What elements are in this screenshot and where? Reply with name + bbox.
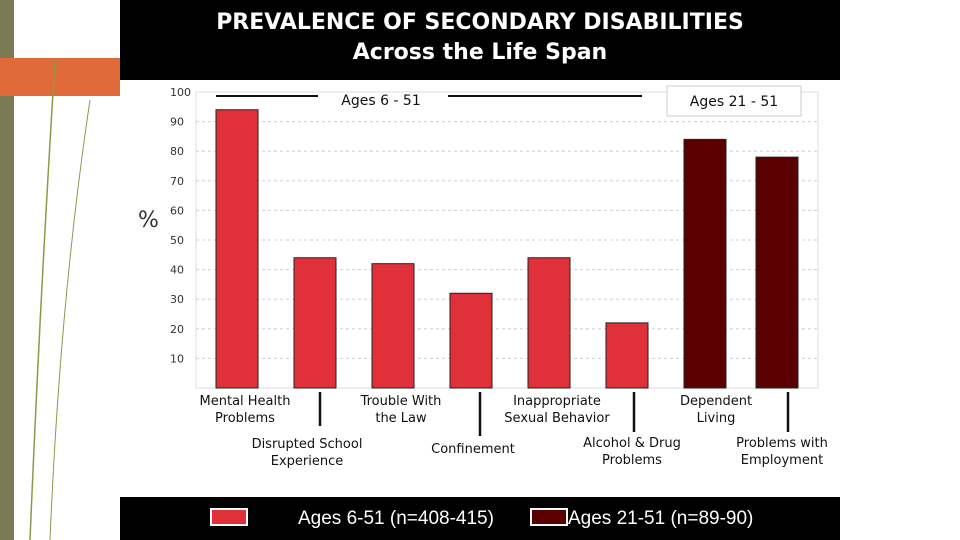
x-tick-label: Inappropriate Sexual Behavior bbox=[504, 394, 610, 426]
legend-swatch-ages-6-51 bbox=[210, 508, 248, 526]
x-tick-label-line: Inappropriate bbox=[513, 394, 601, 409]
decor-curve bbox=[29, 59, 56, 540]
x-tick-label-line: Mental Health bbox=[200, 394, 291, 409]
decor-curve bbox=[49, 99, 91, 540]
x-tick-label: Mental Health Problems bbox=[200, 394, 291, 426]
accent-bar bbox=[0, 58, 120, 96]
x-tick-label-line: Sexual Behavior bbox=[504, 411, 610, 426]
x-tick-label-line: Problems bbox=[602, 453, 662, 468]
x-tick-label: Alcohol & Drug Problems bbox=[583, 436, 681, 468]
x-tick-label: Problems with Employment bbox=[736, 436, 828, 468]
legend-swatch-ages-21-51 bbox=[530, 508, 568, 526]
y-tick-label: 10 bbox=[170, 352, 184, 365]
legend-label-ages-21-51: Ages 21-51 (n=89-90) bbox=[568, 508, 754, 529]
legend-label-ages-6-51: Ages 6-51 (n=408-415) bbox=[298, 508, 494, 529]
x-tick-label-line: Living bbox=[697, 411, 736, 426]
bar bbox=[755, 156, 799, 389]
x-tick-label-line: Alcohol & Drug bbox=[583, 436, 681, 451]
title-banner: PREVALENCE OF SECONDARY DISABILITIES Acr… bbox=[120, 0, 840, 80]
bar bbox=[449, 292, 493, 389]
y-tick-label: 60 bbox=[170, 204, 184, 217]
x-tick-label-line: Employment bbox=[741, 453, 823, 468]
bar bbox=[527, 257, 571, 389]
chart-subtitle: Across the Life Span bbox=[352, 40, 608, 65]
y-tick-label: 50 bbox=[170, 234, 184, 247]
bar bbox=[605, 322, 649, 389]
x-tick-label: Confinement bbox=[431, 442, 515, 457]
x-tick-label-line: Problems bbox=[215, 411, 275, 426]
left-decor-strip bbox=[0, 0, 14, 540]
x-tick-label-line: Problems with bbox=[736, 436, 828, 451]
y-tick-label: 40 bbox=[170, 264, 184, 277]
y-tick-label: 20 bbox=[170, 323, 184, 336]
x-tick-label-line: Dependent bbox=[680, 394, 752, 409]
x-tick-label: Trouble With the Law bbox=[360, 394, 442, 426]
y-tick-label: 100 bbox=[170, 86, 191, 99]
x-tick-label: Dependent Living bbox=[680, 394, 752, 426]
span-label-ages-6-51: Ages 6 - 51 bbox=[341, 93, 421, 109]
bar bbox=[293, 257, 337, 389]
bar bbox=[683, 138, 727, 389]
y-axis-label: % bbox=[138, 208, 159, 233]
x-tick-label-line: Confinement bbox=[431, 442, 515, 457]
x-tick-label: Disrupted School Experience bbox=[252, 437, 363, 469]
span-label-ages-21-51: Ages 21 - 51 bbox=[690, 94, 778, 110]
x-tick-label-line: the Law bbox=[375, 411, 427, 426]
y-tick-label: 70 bbox=[170, 175, 184, 188]
chart-title: PREVALENCE OF SECONDARY DISABILITIES bbox=[216, 10, 744, 35]
x-tick-label-line: Disrupted School bbox=[252, 437, 363, 452]
x-tick-label-line: Experience bbox=[271, 454, 344, 469]
legend: Ages 6-51 (n=408-415) Ages 21-51 (n=89-9… bbox=[120, 497, 840, 540]
y-tick-label: 80 bbox=[170, 145, 184, 158]
span-box-ages-21-51 bbox=[666, 85, 802, 117]
bar bbox=[371, 263, 415, 389]
bar bbox=[215, 109, 259, 389]
y-tick-label: 90 bbox=[170, 116, 184, 129]
y-tick-label: 30 bbox=[170, 293, 184, 306]
x-tick-label-line: Trouble With bbox=[360, 394, 442, 409]
